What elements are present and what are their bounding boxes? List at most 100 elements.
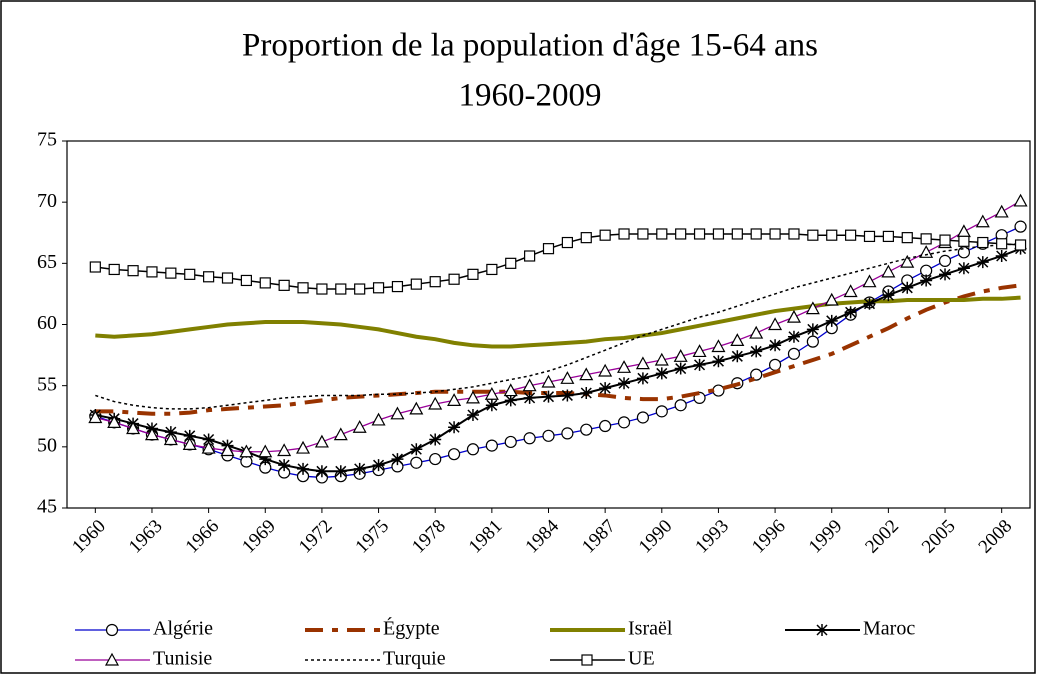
marker <box>335 283 347 295</box>
marker <box>484 386 499 400</box>
circle-marker <box>580 423 593 436</box>
triangle-marker <box>258 444 273 458</box>
square-marker <box>542 243 555 255</box>
star-marker <box>448 421 461 434</box>
marker <box>410 278 422 290</box>
star-marker <box>844 306 857 319</box>
y-tick-label: 55 <box>37 373 57 395</box>
star-marker <box>485 399 498 412</box>
square-marker <box>127 265 139 277</box>
marker <box>637 228 649 240</box>
star-marker <box>882 289 895 302</box>
marker <box>354 283 366 295</box>
square-marker <box>165 267 177 279</box>
circle-marker <box>806 335 819 348</box>
star-marker <box>504 394 517 407</box>
square-marker <box>505 257 517 269</box>
square-marker <box>958 235 970 247</box>
triangle-marker <box>220 443 235 457</box>
star-marker <box>618 377 631 390</box>
star-marker <box>429 433 442 446</box>
legend-item: Turquie <box>305 648 446 670</box>
star-marker <box>580 387 593 400</box>
marker <box>977 236 989 249</box>
marker <box>580 232 592 244</box>
square-marker <box>693 228 706 240</box>
marker <box>523 391 536 404</box>
triangle-marker <box>900 254 915 268</box>
marker <box>693 228 706 240</box>
triangle-marker <box>1013 193 1028 207</box>
marker <box>768 317 783 331</box>
triangle-marker <box>484 386 499 400</box>
triangle-marker <box>126 421 141 435</box>
star-marker <box>976 256 989 269</box>
square-marker <box>203 271 215 283</box>
circle-marker <box>429 452 442 466</box>
circle-marker <box>712 384 725 397</box>
marker <box>675 228 687 240</box>
square-marker <box>561 236 573 249</box>
star-marker <box>278 459 291 472</box>
triangle-marker <box>730 333 745 347</box>
star-marker <box>636 372 649 385</box>
marker <box>466 409 479 422</box>
marker <box>410 443 423 456</box>
y-tick-label: 60 <box>37 312 57 334</box>
legend-label: Turquie <box>383 648 446 670</box>
marker <box>258 444 273 458</box>
triangle-marker <box>635 356 650 370</box>
marker <box>503 383 518 397</box>
marker <box>617 416 631 429</box>
marker <box>371 412 386 426</box>
circle-marker <box>504 435 517 449</box>
triangle-marker <box>862 274 877 288</box>
marker <box>692 344 707 358</box>
circle-marker <box>636 411 650 424</box>
square-marker <box>467 268 479 280</box>
marker <box>296 440 311 454</box>
triangle-marker <box>371 412 386 426</box>
marker <box>372 282 385 294</box>
marker <box>409 401 424 415</box>
marker <box>975 214 990 228</box>
triangle-marker <box>447 393 462 406</box>
marker <box>278 459 291 472</box>
star-marker <box>939 268 952 281</box>
star-marker <box>466 409 479 422</box>
marker <box>561 236 573 249</box>
marker <box>522 378 537 392</box>
marker <box>825 314 838 327</box>
circle-marker <box>1014 220 1027 233</box>
triangle-marker <box>881 264 896 278</box>
marker <box>184 268 196 280</box>
marker <box>561 389 574 402</box>
marker <box>105 623 119 637</box>
marker <box>504 435 517 449</box>
square-marker <box>89 261 101 273</box>
star-marker <box>920 274 933 287</box>
square-marker <box>826 229 838 241</box>
marker <box>938 254 952 267</box>
triangle-marker <box>598 363 613 377</box>
square-marker <box>278 279 290 291</box>
square-marker <box>108 263 120 276</box>
marker <box>542 243 555 255</box>
marker <box>939 268 952 281</box>
marker <box>126 421 141 435</box>
legend-label: Israël <box>628 618 673 640</box>
marker <box>108 263 120 276</box>
marker <box>428 396 443 410</box>
marker <box>673 349 688 362</box>
star-marker <box>863 297 876 310</box>
triangle-marker <box>277 443 292 457</box>
star-marker <box>655 367 668 380</box>
triangle-marker <box>428 396 443 410</box>
marker <box>816 624 828 636</box>
star-marker <box>825 314 838 327</box>
square-marker <box>675 228 687 240</box>
marker <box>901 232 913 244</box>
square-marker <box>901 232 913 244</box>
square-marker <box>297 282 309 294</box>
marker <box>750 228 762 240</box>
